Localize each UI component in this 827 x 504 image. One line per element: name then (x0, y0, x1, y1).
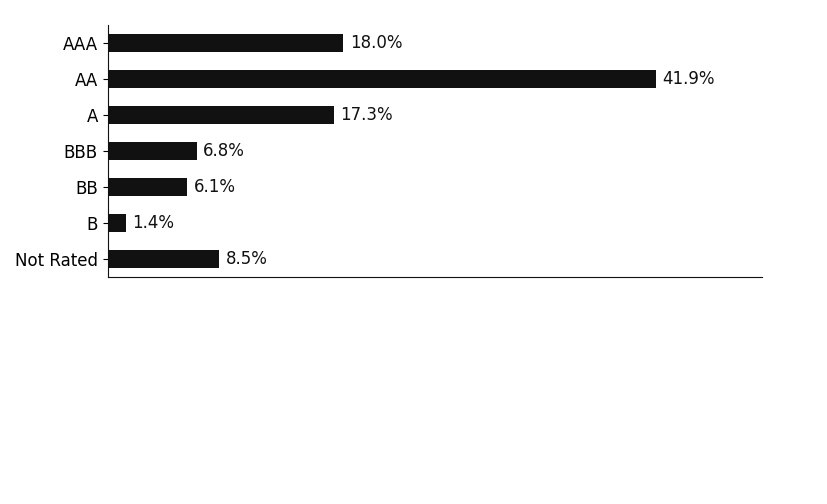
Text: 8.5%: 8.5% (225, 250, 267, 268)
Text: 17.3%: 17.3% (340, 106, 393, 124)
Bar (108, 178, 187, 196)
Bar (108, 142, 196, 160)
Text: 41.9%: 41.9% (662, 70, 714, 88)
Bar (108, 214, 126, 232)
Text: 6.1%: 6.1% (194, 178, 236, 196)
Bar (108, 106, 333, 124)
Bar (108, 70, 655, 88)
Text: 1.4%: 1.4% (132, 214, 174, 232)
Bar (108, 34, 342, 52)
Text: 6.8%: 6.8% (203, 142, 245, 160)
Bar (108, 250, 218, 268)
Text: 18.0%: 18.0% (349, 34, 402, 52)
